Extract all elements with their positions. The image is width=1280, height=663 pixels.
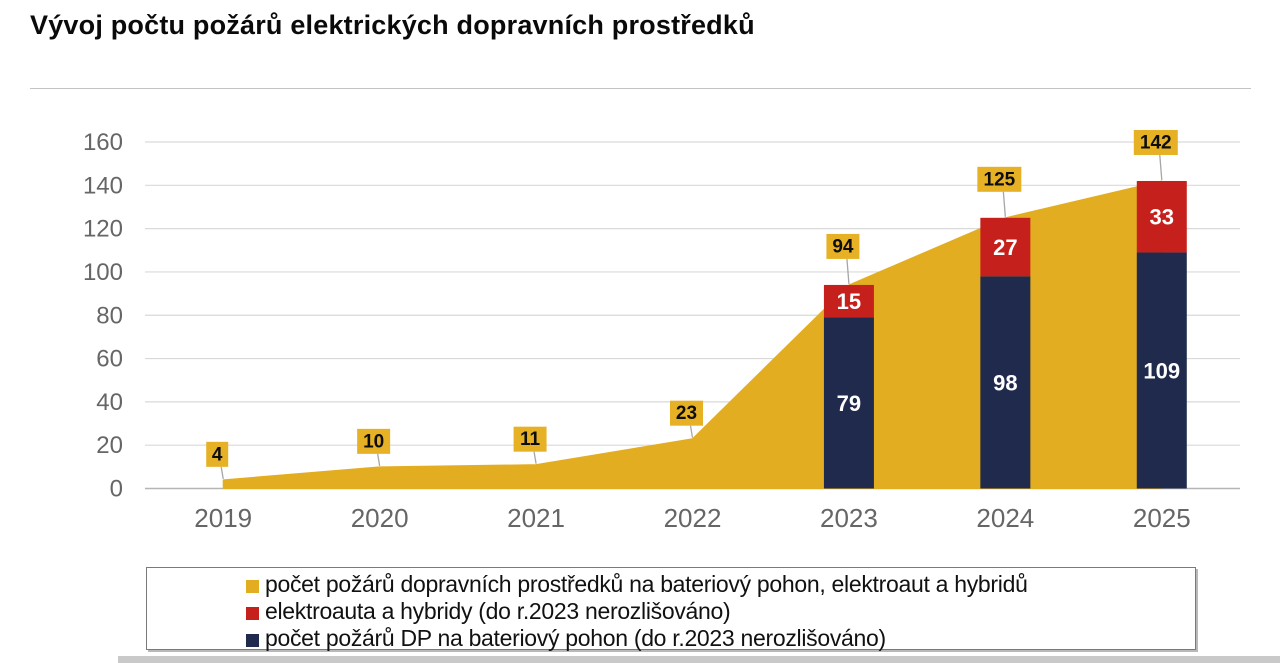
x-tick-label: 2023: [820, 503, 878, 533]
title-divider: [30, 88, 1251, 89]
red-series-swatch-icon: [246, 607, 259, 620]
bar-value-label: 33: [1150, 205, 1174, 230]
point-label-box: [357, 428, 391, 454]
y-tick-label: 20: [96, 432, 123, 459]
point-label-value: 142: [1140, 132, 1172, 153]
point-label-value: 4: [212, 444, 223, 465]
bar-value-label: 27: [993, 235, 1017, 260]
y-tick-label: 160: [83, 129, 123, 156]
x-tick-label: 2020: [351, 503, 409, 533]
bar-value-label: 15: [837, 289, 861, 314]
label-connector-line: [220, 466, 224, 479]
point-label-value: 125: [984, 169, 1016, 190]
bar-segment-electro-hybrid: [1136, 180, 1187, 253]
bar-segment-electro-hybrid: [980, 217, 1031, 277]
bar-segment-battery: [1136, 252, 1187, 489]
bar-value-label: 109: [1143, 358, 1180, 383]
point-label-box: [977, 166, 1022, 192]
label-connector-line: [1159, 154, 1163, 181]
point-label-box: [1133, 129, 1178, 155]
point-label-box: [206, 441, 229, 467]
legend-item-label: počet požárů DP na bateriový pohon (do r…: [265, 625, 886, 651]
navy-series-swatch-icon: [246, 634, 259, 647]
y-tick-label: 120: [83, 216, 123, 243]
y-tick-label: 140: [83, 172, 123, 199]
bar-segment-battery: [823, 317, 874, 489]
point-label-box: [670, 400, 703, 426]
y-tick-label: 80: [96, 302, 123, 329]
legend-item-area-series: počet požárů dopravních prostředků na ba…: [246, 571, 1195, 598]
x-tick-label: 2019: [194, 503, 252, 533]
y-tick-label: 60: [96, 346, 123, 373]
point-label-box: [513, 426, 547, 452]
bar-value-label: 98: [993, 370, 1017, 395]
y-tick-label: 100: [83, 259, 123, 286]
point-label-box: [826, 233, 860, 259]
label-connector-line: [689, 425, 694, 438]
legend-item-red-series: elektroauta a hybridy (do r.2023 nerozli…: [246, 598, 1195, 625]
label-connector-line: [533, 451, 537, 464]
y-tick-label: 0: [110, 476, 123, 503]
bottom-edge-strip: [118, 656, 1280, 663]
chart-legend: počet požárů dopravních prostředků na ba…: [146, 567, 1196, 652]
legend-item-label: elektroauta a hybridy (do r.2023 nerozli…: [265, 598, 731, 624]
x-tick-label: 2024: [976, 503, 1034, 533]
label-connector-line: [1002, 191, 1007, 217]
legend-item-navy-series: počet požárů DP na bateriový pohon (do r…: [246, 625, 1195, 652]
legend-item-label: počet požárů dopravních prostředků na ba…: [265, 571, 1028, 597]
x-tick-label: 2022: [664, 503, 722, 533]
bar-segment-electro-hybrid: [823, 284, 874, 318]
x-tick-label: 2025: [1133, 503, 1191, 533]
area-series-total-fires: [222, 180, 1163, 489]
label-connector-line: [846, 258, 850, 284]
point-label-value: 10: [363, 431, 384, 452]
point-label-value: 11: [520, 429, 541, 450]
point-label-value: 94: [832, 236, 854, 257]
area-series-swatch-icon: [246, 580, 259, 593]
x-tick-label: 2021: [507, 503, 565, 533]
bar-segment-battery: [980, 276, 1031, 489]
label-connector-line: [377, 453, 381, 466]
y-tick-label: 40: [96, 389, 123, 416]
page-title: Vývoj počtu požárů elektrických dopravní…: [30, 10, 755, 40]
point-label-value: 23: [676, 403, 697, 424]
bar-value-label: 79: [837, 391, 861, 416]
